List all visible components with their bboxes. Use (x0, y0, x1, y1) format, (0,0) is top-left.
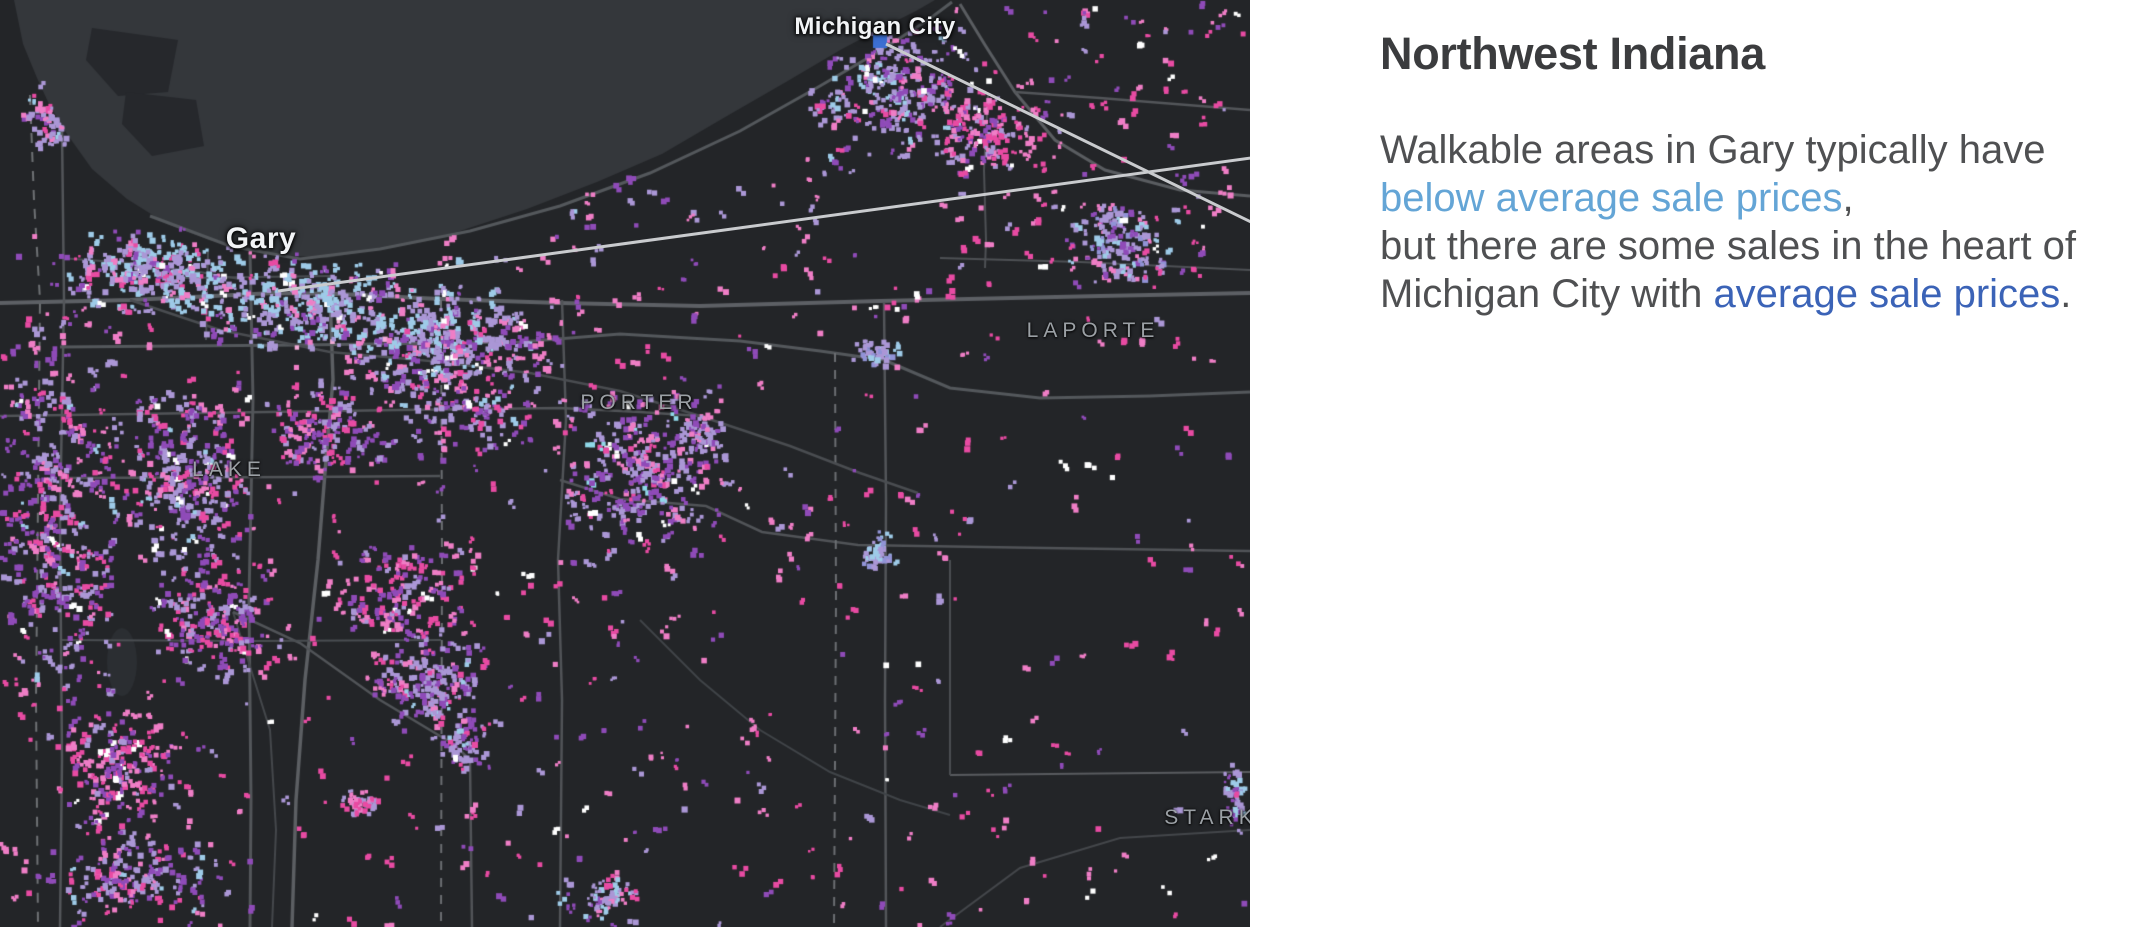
paragraph-segment: Michigan City with (1380, 272, 1714, 316)
paragraph-segment: . (2060, 272, 2072, 316)
panel-paragraph: Walkable areas in Gary typically have bel… (1380, 126, 2120, 318)
paragraph-segment: average sale prices (1713, 272, 2061, 316)
paragraph-segment: , (1842, 176, 1854, 220)
page-title: Northwest Indiana (1380, 28, 1765, 79)
paragraph-segment: but there are some sales in the heart of (1380, 224, 2076, 268)
paragraph-segment: below average sale prices (1380, 176, 1843, 220)
paragraph-segment: Walkable areas in Gary typically have (1380, 128, 2046, 172)
map-canvas[interactable] (0, 0, 1250, 927)
story-panel: Northwest Indiana Walkable areas in Gary… (1250, 0, 2130, 927)
map-region[interactable]: Michigan City Gary LAPORTE PORTER LAKE STARK (0, 0, 1250, 927)
